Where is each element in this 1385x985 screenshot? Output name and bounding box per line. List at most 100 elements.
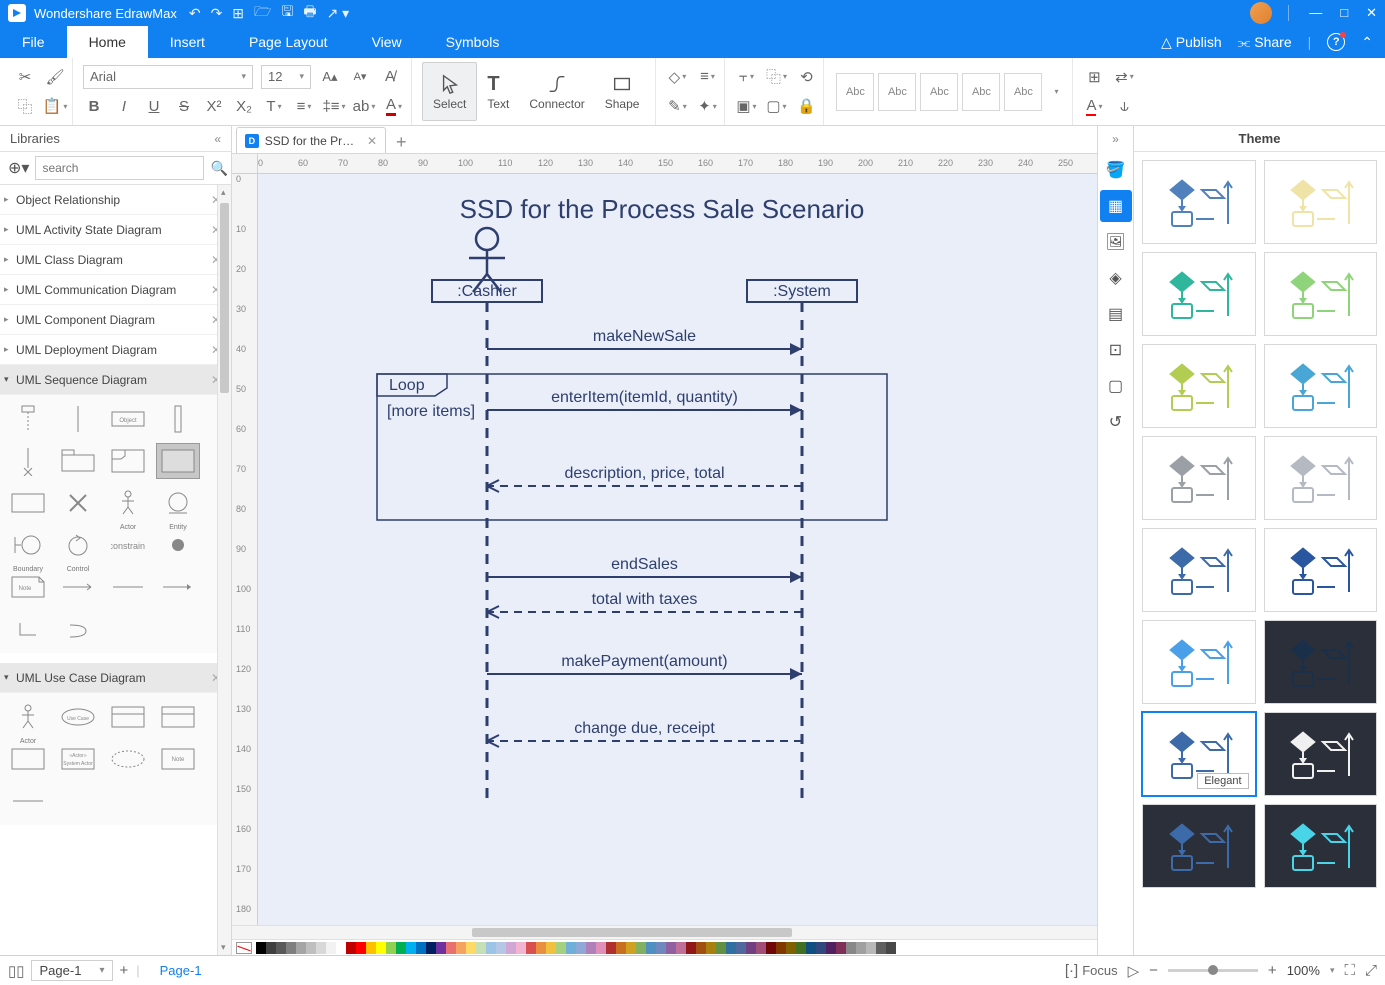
color-swatch[interactable] — [446, 942, 456, 954]
color-swatch[interactable] — [356, 942, 366, 954]
share-button[interactable]: ⫘ Share — [1238, 34, 1292, 51]
redo-button[interactable]: ↷ — [211, 5, 223, 22]
shape-boundary[interactable]: Boundary — [6, 527, 50, 563]
color-swatch[interactable] — [806, 942, 816, 954]
shape-x[interactable] — [56, 485, 100, 521]
color-swatch[interactable] — [666, 942, 676, 954]
shape-uc-line[interactable] — [6, 783, 50, 819]
menu-tab-page-layout[interactable]: Page Layout — [227, 26, 350, 58]
color-swatch[interactable] — [736, 942, 746, 954]
color-swatch[interactable] — [676, 942, 686, 954]
library-category[interactable]: UML Activity State Diagram✕ — [0, 215, 231, 245]
color-swatch[interactable] — [306, 942, 316, 954]
shape-selfcall[interactable] — [56, 611, 100, 647]
new-button[interactable]: ⊞ — [232, 5, 244, 22]
color-swatch[interactable] — [366, 942, 376, 954]
quick-style-3[interactable]: Abc — [920, 73, 958, 111]
ribbon-collapse-button[interactable]: ⌃ — [1361, 34, 1373, 51]
shape-activation[interactable] — [56, 401, 100, 437]
shape-uc-collab[interactable] — [106, 741, 150, 777]
font-size-select[interactable]: 12 — [261, 65, 311, 89]
theme-item[interactable] — [1142, 804, 1256, 888]
theme-item[interactable] — [1264, 620, 1378, 704]
shape-object[interactable]: Object — [106, 401, 150, 437]
library-category[interactable]: Object Relationship✕ — [0, 185, 231, 215]
bring-front-button[interactable]: ▣ — [735, 95, 757, 117]
line-style-button[interactable]: ≡ — [696, 66, 718, 88]
add-tab-button[interactable]: + — [388, 132, 415, 153]
library-scrollbar[interactable]: ▴ ▾ — [217, 185, 231, 955]
quick-style-5[interactable]: Abc — [1004, 73, 1042, 111]
color-swatch[interactable] — [546, 942, 556, 954]
color-swatch[interactable] — [596, 942, 606, 954]
library-category[interactable]: UML Component Diagram✕ — [0, 305, 231, 335]
color-swatch[interactable] — [456, 942, 466, 954]
color-swatch[interactable] — [716, 942, 726, 954]
undo-button[interactable]: ↶ — [189, 5, 201, 22]
align-button[interactable]: ⫟ — [735, 66, 757, 88]
color-swatch[interactable] — [466, 942, 476, 954]
color-swatch[interactable] — [386, 942, 396, 954]
quick-style-2[interactable]: Abc — [878, 73, 916, 111]
underline-button[interactable]: U — [143, 95, 165, 117]
color-swatch[interactable] — [476, 942, 486, 954]
color-swatch[interactable] — [616, 942, 626, 954]
color-swatch[interactable] — [756, 942, 766, 954]
color-swatch[interactable] — [486, 942, 496, 954]
window-minimize-button[interactable]: — — [1309, 5, 1322, 21]
fill-button[interactable]: ◇ — [666, 66, 688, 88]
text-case-button[interactable]: T — [263, 95, 285, 117]
horizontal-scrollbar[interactable] — [232, 925, 1097, 939]
quick-styles-more-button[interactable] — [1044, 81, 1066, 103]
lock-button[interactable]: 🔒 — [795, 95, 817, 117]
zoom-slider[interactable] — [1168, 969, 1258, 972]
shape-uc-sysactor[interactable]: «Actor»System Actor — [56, 741, 100, 777]
color-swatch[interactable] — [516, 942, 526, 954]
color-swatch[interactable] — [296, 942, 306, 954]
theme-item[interactable] — [1142, 528, 1256, 612]
shape-line[interactable] — [106, 569, 150, 605]
color-swatch[interactable] — [816, 942, 826, 954]
select-tool-button[interactable]: Select — [422, 62, 477, 121]
theme-item[interactable] — [1264, 160, 1378, 244]
library-category[interactable]: UML Deployment Diagram✕ — [0, 335, 231, 365]
theme-item[interactable] — [1142, 160, 1256, 244]
libraries-collapse-button[interactable]: « — [214, 132, 221, 146]
present-tool[interactable]: ▢ — [1100, 370, 1132, 402]
ribbon-extra-4[interactable]: ⫝ — [1113, 95, 1135, 117]
color-swatch[interactable] — [646, 942, 656, 954]
menu-tab-symbols[interactable]: Symbols — [424, 26, 522, 58]
color-swatch[interactable] — [276, 942, 286, 954]
shape-uc-usecase[interactable]: Use Case — [56, 699, 100, 735]
shape-destroy[interactable] — [6, 443, 50, 479]
open-button[interactable]: 🗁 — [254, 1, 271, 25]
shape-object2[interactable] — [156, 401, 200, 437]
theme-item[interactable] — [1264, 528, 1378, 612]
library-category[interactable]: UML Communication Diagram✕ — [0, 275, 231, 305]
add-page-button[interactable]: + — [119, 962, 128, 979]
color-swatch[interactable] — [876, 942, 886, 954]
color-swatch[interactable] — [576, 942, 586, 954]
color-swatch[interactable] — [316, 942, 326, 954]
color-swatch[interactable] — [436, 942, 446, 954]
quick-style-1[interactable]: Abc — [836, 73, 874, 111]
rotate-button[interactable]: ⟲ — [795, 66, 817, 88]
color-swatch[interactable] — [566, 942, 576, 954]
color-swatch[interactable] — [826, 942, 836, 954]
shape-constraint[interactable]: { constraint } — [106, 527, 150, 563]
shape-control[interactable]: Control — [56, 527, 100, 563]
color-swatch[interactable] — [706, 942, 716, 954]
strikethrough-button[interactable]: S — [173, 95, 195, 117]
page-setup-tool[interactable]: ▤ — [1100, 298, 1132, 330]
shape-uc-rect[interactable] — [6, 741, 50, 777]
library-category[interactable]: UML Class Diagram✕ — [0, 245, 231, 275]
shape-uc-note[interactable]: Note — [156, 741, 200, 777]
outline-view-button[interactable]: ▯▯ — [8, 962, 25, 980]
font-family-select[interactable]: Arial — [83, 65, 253, 89]
color-swatch[interactable] — [586, 942, 596, 954]
shape-actor[interactable]: Actor — [106, 485, 150, 521]
color-swatch[interactable] — [556, 942, 566, 954]
cut-button[interactable]: ✂ — [14, 66, 36, 88]
shape-uc-box2[interactable] — [156, 699, 200, 735]
color-swatch[interactable] — [856, 942, 866, 954]
